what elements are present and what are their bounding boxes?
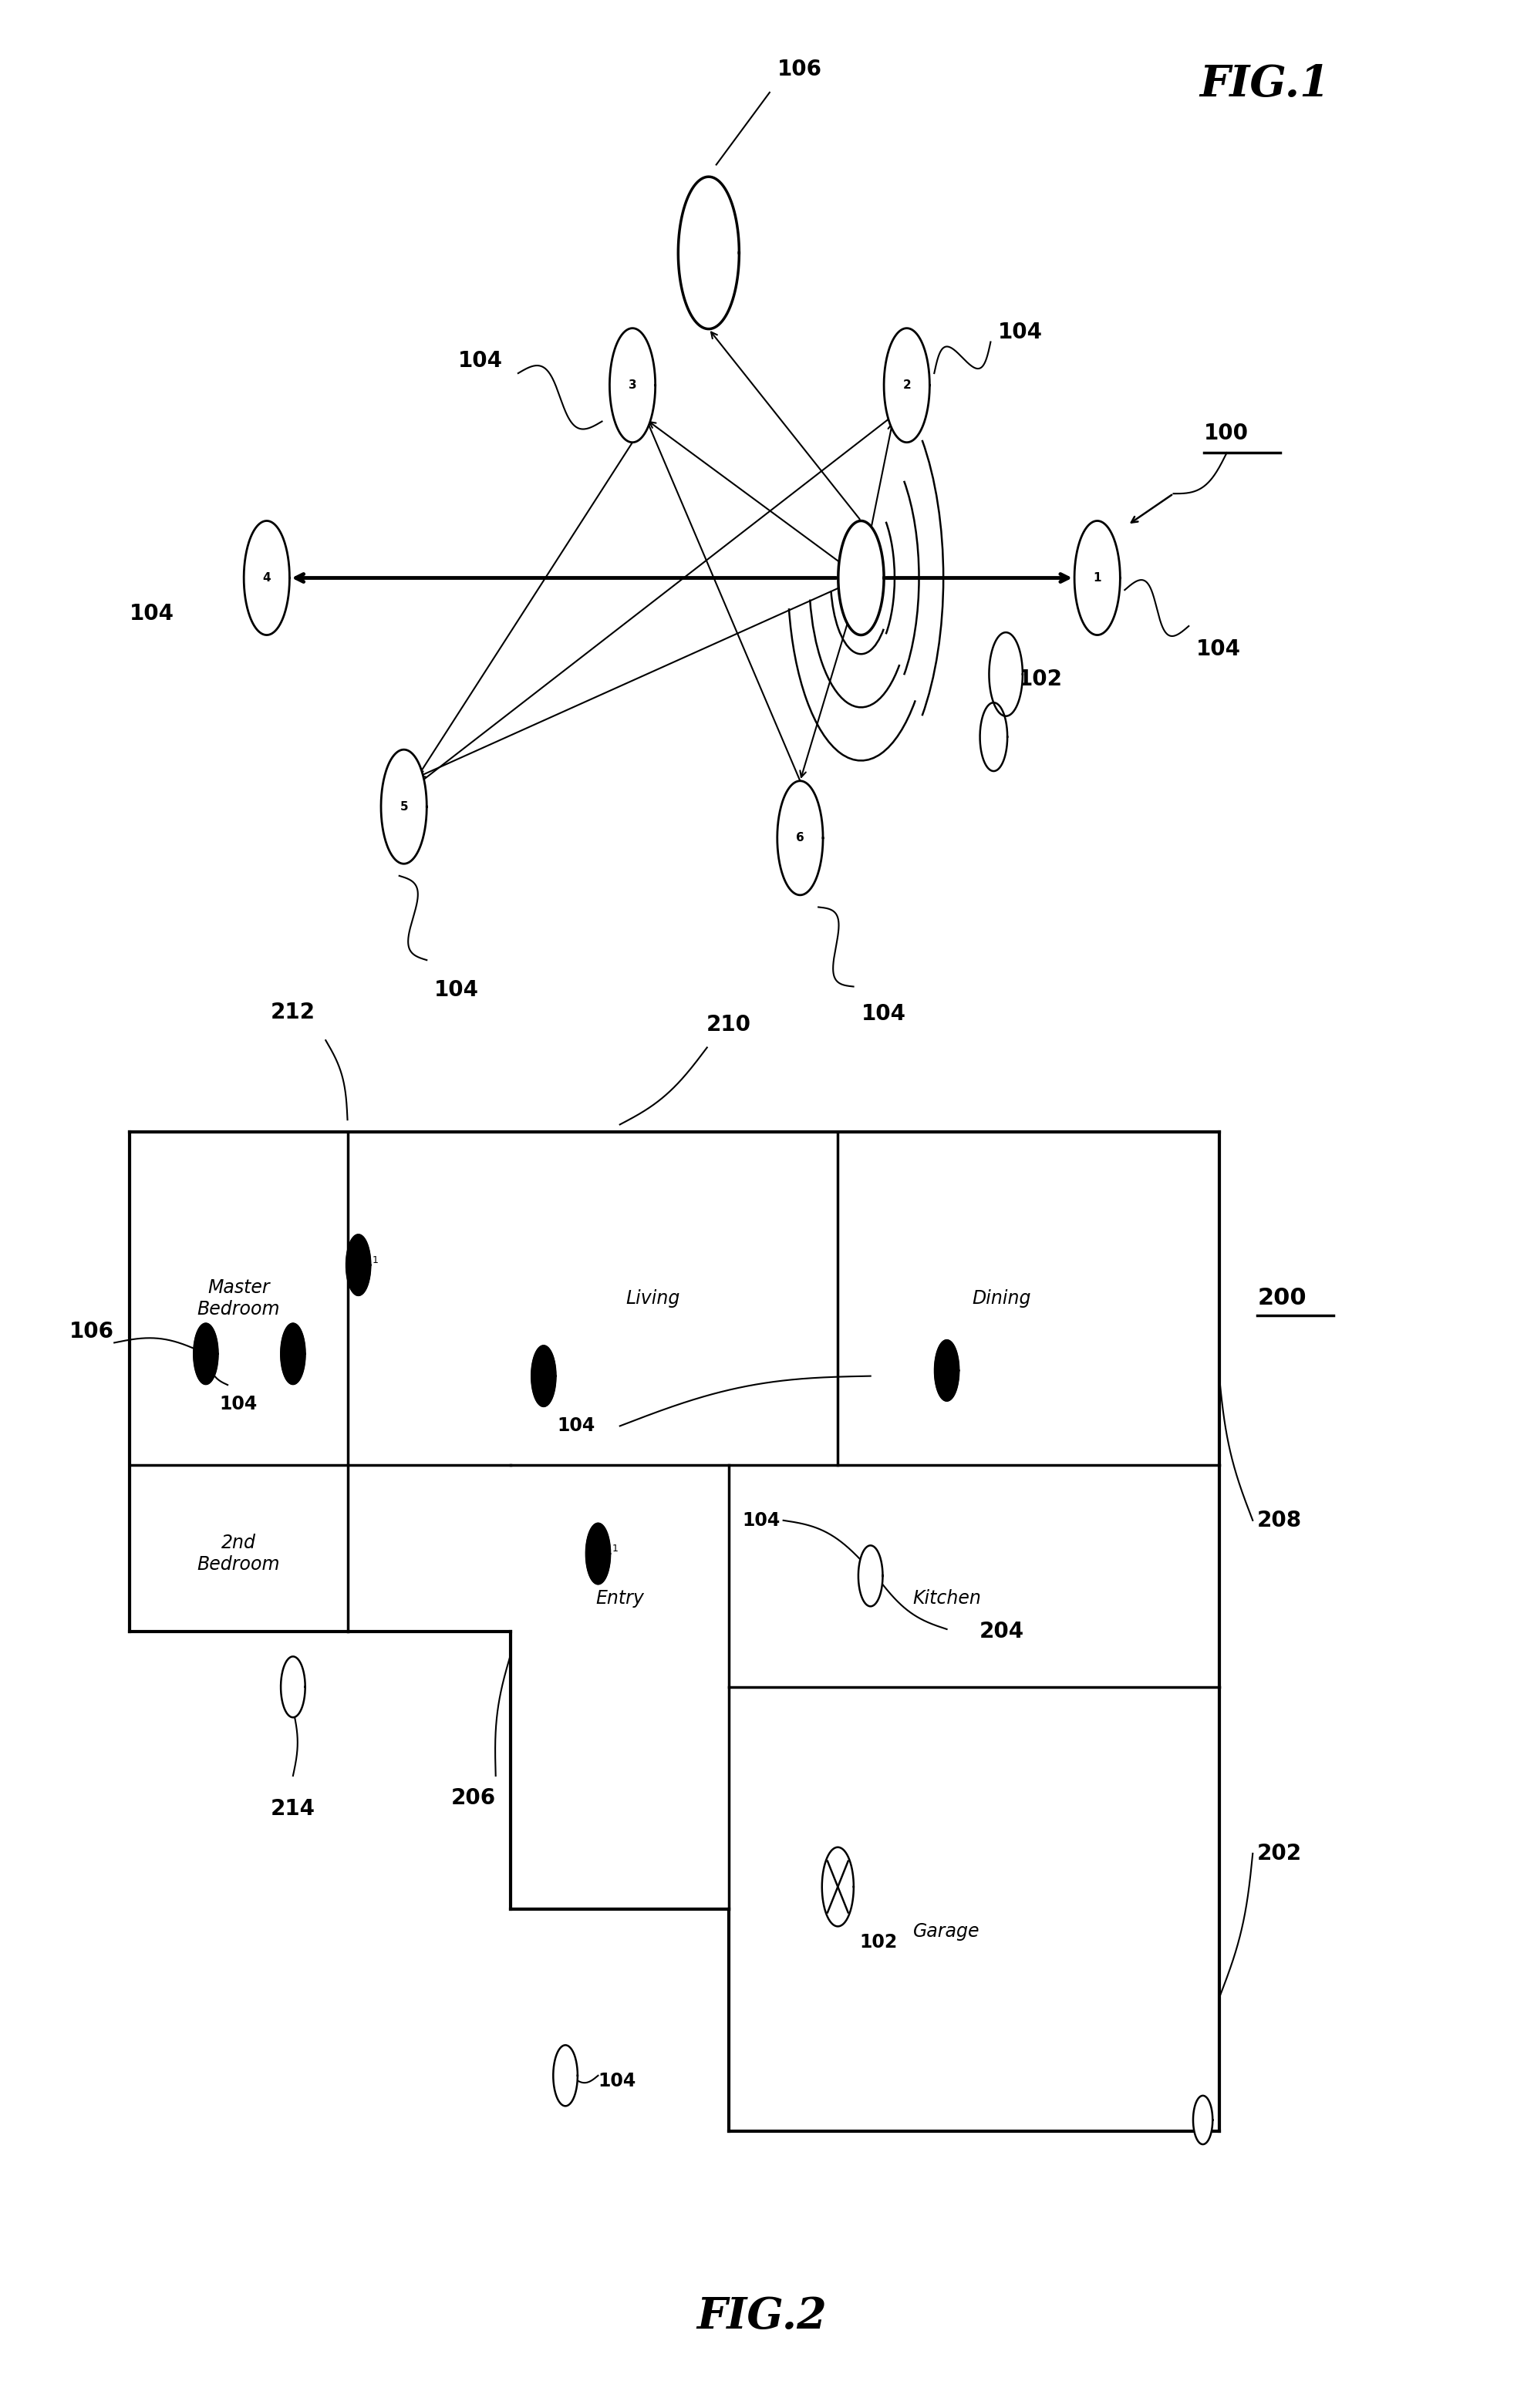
Text: Dining: Dining (972, 1288, 1030, 1308)
Text: 6: 6 (796, 833, 805, 843)
Polygon shape (821, 1847, 853, 1926)
Polygon shape (678, 176, 739, 330)
Text: 100: 100 (1204, 424, 1248, 443)
Text: 1: 1 (611, 1544, 617, 1553)
Text: 104: 104 (998, 323, 1042, 342)
Text: FIG.1: FIG.1 (1199, 63, 1330, 106)
Text: 104: 104 (558, 1416, 596, 1435)
Text: Living: Living (625, 1288, 680, 1308)
Text: 104: 104 (861, 1004, 905, 1026)
Text: Garage: Garage (913, 1922, 980, 1941)
Text: Kitchen: Kitchen (913, 1589, 981, 1609)
Polygon shape (858, 1546, 882, 1606)
Text: 104: 104 (130, 604, 174, 624)
Text: 2: 2 (902, 380, 911, 390)
Text: 4: 4 (262, 573, 271, 583)
Text: 212: 212 (271, 1002, 315, 1023)
Text: 104: 104 (742, 1512, 780, 1529)
Text: 102: 102 (1018, 669, 1062, 689)
Text: 104: 104 (1196, 638, 1241, 660)
Text: Entry: Entry (596, 1589, 645, 1609)
Text: 214: 214 (271, 1799, 315, 1820)
Text: 104: 104 (219, 1394, 258, 1413)
Text: FIG.2: FIG.2 (696, 2295, 828, 2338)
Polygon shape (1193, 2095, 1213, 2146)
Text: Master
Bedroom: Master Bedroom (197, 1279, 280, 1317)
Text: 106: 106 (70, 1322, 114, 1341)
Text: 210: 210 (707, 1014, 751, 1035)
Polygon shape (610, 327, 655, 443)
Text: 106: 106 (777, 58, 821, 79)
Polygon shape (280, 1324, 305, 1385)
Polygon shape (1074, 520, 1120, 636)
Text: 202: 202 (1257, 1842, 1301, 1864)
Text: 2nd
Bedroom: 2nd Bedroom (197, 1534, 280, 1575)
Polygon shape (777, 780, 823, 896)
Polygon shape (980, 703, 1007, 771)
Polygon shape (585, 1524, 610, 1584)
Text: 204: 204 (980, 1621, 1024, 1642)
Text: 200: 200 (1257, 1288, 1306, 1310)
Text: 104: 104 (459, 352, 503, 371)
Polygon shape (838, 520, 884, 636)
Text: 208: 208 (1257, 1510, 1301, 1531)
Text: 3: 3 (628, 380, 637, 390)
Text: 1: 1 (1093, 573, 1102, 583)
Polygon shape (280, 1657, 305, 1717)
Polygon shape (532, 1346, 556, 1406)
Polygon shape (244, 520, 290, 636)
Text: 5: 5 (399, 802, 408, 811)
Text: 104: 104 (434, 980, 479, 1002)
Polygon shape (989, 633, 1023, 715)
Polygon shape (346, 1235, 370, 1296)
Text: 104: 104 (597, 2071, 636, 2090)
Text: 206: 206 (451, 1787, 495, 1808)
Text: 102: 102 (860, 1934, 898, 1950)
Polygon shape (194, 1324, 218, 1385)
Polygon shape (884, 327, 930, 443)
Polygon shape (934, 1339, 959, 1401)
Polygon shape (381, 749, 427, 864)
Polygon shape (553, 2044, 578, 2107)
Text: 1: 1 (372, 1255, 378, 1264)
